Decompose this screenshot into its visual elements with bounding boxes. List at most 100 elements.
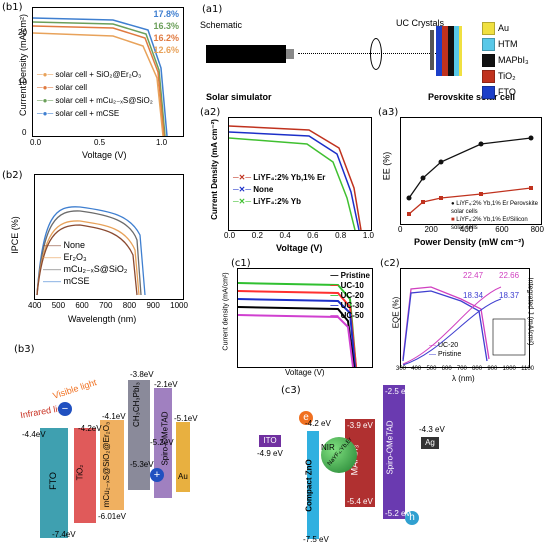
b2-ylabel: IPCE (%)	[9, 216, 20, 254]
panel-a3: (a3) ● LiYF₄:2% Yb,1% Er Perovskite sola…	[378, 105, 544, 255]
c3-hole-icon: h	[405, 511, 419, 525]
panel-b2-tag: (b2)	[2, 170, 23, 181]
c3-level-8: -4.3 eV	[419, 425, 445, 434]
b2-xlabel: Wavelength (nm)	[68, 314, 137, 324]
b1-xtick-1: 0.5	[94, 138, 106, 147]
panel-a3-tag: (a3)	[378, 107, 399, 118]
a1-legend-au: Au	[482, 20, 529, 36]
c2-integrated-pristine	[402, 298, 502, 366]
b2-xtick: 700	[99, 301, 113, 310]
a2-legend-1: ─✕─ LiYF₄:2% Yb,1% Er	[233, 173, 326, 182]
a3-xticks: 0 200 400 600 800	[398, 225, 544, 234]
panel-b3-tag: (b3)	[14, 344, 35, 355]
a2-curve-2	[228, 131, 360, 231]
c2-value-1: 22.47	[463, 271, 484, 280]
c3-level-2: -4.9 eV	[257, 449, 283, 458]
c1-curve-uc50	[237, 314, 354, 368]
panel-c1-plot: — Pristine — UC-10 — UC-20 — UC-30 — UC-…	[237, 268, 373, 368]
panel-a2-curves	[228, 125, 362, 231]
b3-level-1: -4.4eV	[22, 430, 46, 439]
a3-legend-2: ■ LiYF₄:2% Yb,1% Er/Silicon solar cells	[451, 217, 528, 231]
panel-b2: (b2) —— None —— Er₂O₃ —— mCu₂₋ₓS@SiO₂ ——…	[0, 168, 190, 333]
b2-xtick: 400	[28, 301, 42, 310]
a1-solar-simulator: Solar simulator	[206, 92, 272, 102]
a1-legend-fto: FTO	[482, 84, 529, 100]
b2-xtick: 900	[146, 301, 160, 310]
b3-level-5: -2.1eV	[154, 380, 178, 389]
c1-legend-2: — UC-10	[330, 281, 364, 290]
panel-c1-tag: (c1)	[231, 258, 251, 269]
c3-layer-zno: Compact ZnO	[305, 431, 319, 539]
b3-layer-mcs: mCu₂₋ₓS@SiO₂@Er₂O₃	[100, 420, 124, 510]
c3-layer-ito: ITO	[259, 435, 281, 447]
a3-legend-1: ● LiYF₄:2% Yb,1% Er Perovskite solar cel…	[451, 201, 539, 215]
b3-level-7: -5.2eV	[150, 438, 174, 447]
a2-legend: ─✕─ LiYF₄:2% Yb,1% Er ─✕─ None ─✕─ LiYF₄…	[233, 172, 325, 208]
a1-light-path	[298, 53, 438, 54]
c3-nanoparticle: NaYF₄:Yb,Er	[321, 437, 357, 473]
c3-electron-icon: e	[299, 411, 313, 425]
b3-layer-perovskite: CH₃CH₃PbI₃	[128, 380, 150, 490]
c3-nir: NIR	[321, 443, 335, 452]
c2-legend-1: — UC-20	[429, 342, 459, 349]
b1-xtick-2: 1.0	[156, 138, 168, 147]
c1-legend: — Pristine — UC-10 — UC-20 — UC-30 — UC-…	[330, 271, 370, 321]
c3-level-3: -7.5 eV	[303, 535, 329, 544]
b2-xtick: 800	[122, 301, 137, 310]
a1-lens	[370, 38, 382, 70]
b1-curve-2	[32, 21, 166, 137]
b3-layer-au: Au	[176, 422, 190, 492]
panel-c2-plot: 22.47 22.66 18.34 18.37 — UC-20 — Pristi…	[400, 268, 530, 368]
b2-legend-1: —— None	[43, 240, 86, 250]
c3-level-4: -3.9 eV	[347, 421, 373, 430]
c2-curve-pristine	[402, 290, 488, 362]
panel-b1-tag: (b1)	[2, 2, 23, 13]
panel-c2-tag: (c2)	[380, 258, 400, 269]
b1-eff-4: 12.6%	[153, 45, 179, 55]
a2-legend-2: ─✕─ None	[233, 185, 274, 194]
b1-legend: ─●─ solar cell + SiO₂@Er₂O₃ ─●─ solar ce…	[37, 68, 153, 120]
panel-a1-tag: (a1)	[202, 4, 223, 15]
b3-visible-light: Visible light	[51, 377, 98, 401]
a3-ylabel: EE (%)	[381, 151, 392, 181]
c2-integrated-uc20	[402, 286, 502, 365]
c1-ylabel: Current density (mA/cm²)	[222, 272, 230, 351]
panel-b2-curves	[36, 206, 146, 296]
b1-xtick-0: 0.0	[30, 138, 42, 147]
b1-efficiencies: 17.8% 16.3% 16.2% 12.6%	[153, 8, 179, 56]
c3-level-6: -2.5 eV	[385, 387, 411, 396]
b2-curve-2	[36, 210, 142, 296]
a1-simulator-nozzle	[286, 49, 294, 59]
a1-legend-tio2: TiO₂	[482, 68, 529, 84]
c1-legend-4: — UC-30	[330, 301, 364, 310]
b2-legend-3: —— mCu₂₋ₓS@SiO₂	[43, 264, 128, 274]
panel-b2-plot: —— None —— Er₂O₃ —— mCu₂₋ₓS@SiO₂ —— mCSE	[34, 174, 184, 300]
panel-c1: (c1) — Pristine — UC-10 — UC-20 — UC-30 …	[215, 258, 373, 380]
c2-value-4: 18.37	[499, 291, 520, 300]
c3-level-7: -5.2 eV	[385, 509, 411, 518]
b2-curve-1	[36, 206, 146, 296]
b3-level-10: -7.4eV	[52, 530, 76, 539]
c1-legend-3: — UC-20	[330, 291, 364, 300]
b1-eff-2: 16.3%	[153, 21, 179, 31]
c1-legend-1: — Pristine	[330, 271, 370, 280]
b3-level-2: -4.2eV	[78, 424, 102, 433]
b1-legend-2: ─●─ solar cell	[37, 83, 87, 92]
a1-simulator-body	[206, 45, 286, 63]
panel-c1-curves	[237, 282, 357, 368]
b1-legend-3: ─●─ solar cell + mCu₂₋ₓS@SiO₂	[37, 96, 153, 105]
a1-legend-mapbi3: MAPbI₃	[482, 52, 529, 68]
a1-schematic: Schematic	[200, 20, 243, 30]
a1-uc-crystals: UC Crystals	[396, 18, 445, 28]
a2-ylabel: Current Density (mA cm⁻²)	[209, 119, 219, 220]
a2-legend-3: ─✕─ LiYF₄:2% Yb	[233, 197, 301, 206]
panel-a1: (a1) Schematic UC Crystals Solar simulat…	[200, 0, 544, 105]
b2-xtick: 1000	[170, 301, 188, 310]
b3-level-8: -5.3eV	[130, 460, 154, 469]
panel-b1: (b1) 17.8% 16.3% 16.2% 12.6% ─●─ solar c…	[0, 0, 185, 165]
b1-eff-3: 16.2%	[153, 33, 179, 43]
a2-curve-3	[228, 137, 356, 231]
panel-a3-plot: ● LiYF₄:2% Yb,1% Er Perovskite solar cel…	[400, 117, 542, 231]
b2-legend-4: —— mCSE	[43, 276, 90, 286]
b2-xticks: 400 500 600 700 800 900 1000	[28, 301, 188, 310]
